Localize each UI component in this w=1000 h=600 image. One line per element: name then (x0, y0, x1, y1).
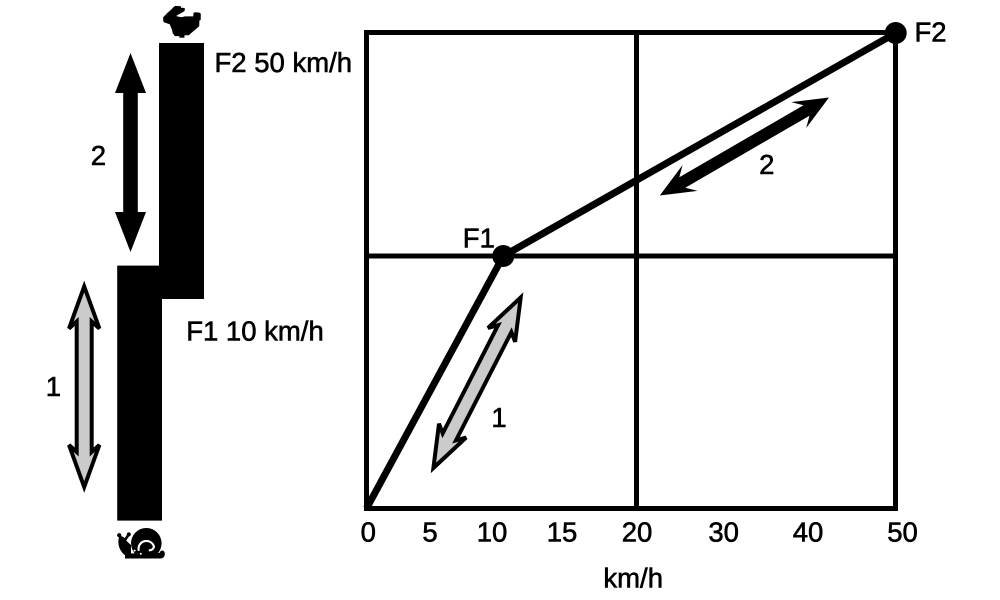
svg-text:1: 1 (46, 371, 61, 402)
svg-text:2: 2 (759, 149, 774, 180)
svg-text:2: 2 (91, 140, 106, 171)
svg-text:1: 1 (491, 402, 506, 433)
svg-text:F2: F2 (915, 16, 947, 47)
svg-text:30: 30 (708, 516, 739, 547)
svg-text:0: 0 (361, 516, 376, 547)
svg-text:5: 5 (422, 516, 437, 547)
svg-text:km/h: km/h (603, 563, 663, 594)
svg-text:F2 50 km/h: F2 50 km/h (215, 47, 353, 78)
svg-text:10: 10 (477, 516, 508, 547)
svg-text:50: 50 (887, 516, 918, 547)
svg-text:F1 10 km/h: F1 10 km/h (186, 315, 324, 346)
svg-text:20: 20 (622, 516, 653, 547)
svg-text:40: 40 (793, 516, 824, 547)
svg-text:F1: F1 (463, 222, 495, 253)
svg-text:15: 15 (547, 516, 578, 547)
